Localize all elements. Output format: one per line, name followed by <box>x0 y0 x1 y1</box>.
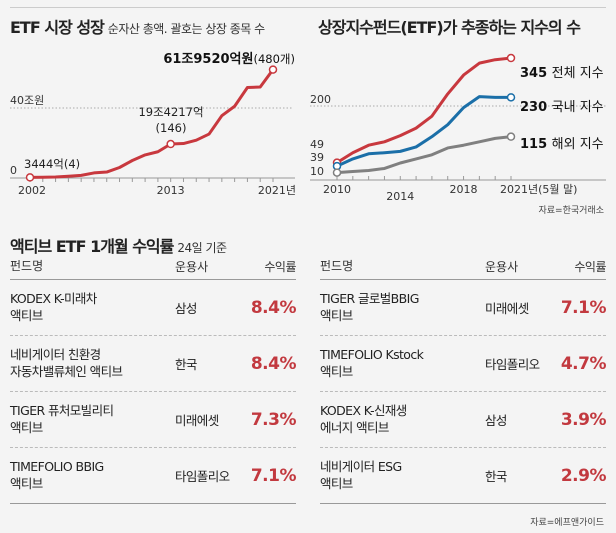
manager: 삼성 <box>485 413 507 428</box>
fund-name: KODEX K-미래차 액티브 <box>10 291 175 325</box>
return-value: 4.7% <box>560 353 607 374</box>
fund-name: TIMEFOLIO Kstock 액티브 <box>320 347 485 381</box>
table-source: 자료=에프앤가이드 <box>530 518 604 528</box>
series-end-label: 230 국내 지수 <box>520 100 604 115</box>
fund-name-line2: 액티브 <box>10 475 43 491</box>
return-value: 7.3% <box>250 409 297 430</box>
series-line-1 <box>336 95 511 168</box>
right-returns-table: 펀드명 운용사 수익률 TIGER 글로벌BBIG 액티브 미래에셋 7.1% TIME… <box>320 253 607 504</box>
return-value: 7.1% <box>560 297 607 318</box>
fund-name: 네비게이터 ESG 액티브 <box>320 459 485 493</box>
return-value: 8.4% <box>250 353 297 374</box>
left-chart-subtitle: 순자산 총액. 괄호는 상장 종목 수 <box>107 22 265 36</box>
header-return: 수익률 <box>264 259 296 274</box>
fund-name: TIMEFOLIO BBIG 액티브 <box>10 459 175 493</box>
fund-name-line2: 액티브 <box>10 419 43 435</box>
series-line-0 <box>336 56 512 164</box>
left-chart-title: ETF 시장 성장 순자산 총액. 괄호는 상장 종목 수 <box>10 18 265 37</box>
table-row: KODEX K-신재생 에너지 액티브 삼성 3.9% <box>320 392 607 448</box>
fund-name-line1: KODEX K-미래차 <box>10 290 97 306</box>
fund-name: KODEX K-신재생 에너지 액티브 <box>320 403 485 437</box>
x-tick-label: 2002 <box>18 184 46 197</box>
table-header: 펀드명 운용사 수익률 <box>320 253 607 280</box>
fund-name-line2: 자동차밸류체인 액티브 <box>10 363 123 379</box>
fund-name: TIGER 글로벌BBIG 액티브 <box>320 291 485 325</box>
table-subtitle: 24일 기준 <box>177 241 227 255</box>
data-point <box>25 173 35 182</box>
series-end-label: 115 해외 지수 <box>520 137 604 152</box>
manager: 타임폴리오 <box>175 469 230 484</box>
series-end-label: 345 전체 지수 <box>520 66 604 81</box>
fund-name-line2: 액티브 <box>320 363 353 379</box>
table-row: 네비게이터 친환경 자동차밸류체인 액티브 한국 8.4% <box>10 336 297 392</box>
fund-name-line2: 에너지 액티브 <box>320 419 389 435</box>
fund-name-line2: 액티브 <box>320 307 353 323</box>
manager: 한국 <box>485 469 507 484</box>
data-point <box>506 132 516 141</box>
x-tick-label: 2010 <box>323 183 351 196</box>
manager: 미래에셋 <box>485 301 529 316</box>
annotation-2002: 3444억(4) <box>24 157 80 171</box>
fund-name-line1: 네비게이터 친환경 <box>10 346 101 362</box>
manager: 타임폴리오 <box>485 357 540 372</box>
data-point <box>166 139 175 149</box>
fund-name-line1: TIMEFOLIO BBIG <box>10 458 104 474</box>
x-tick-label: 2021년(5월 말) <box>500 183 577 196</box>
table-row: TIGER 글로벌BBIG 액티브 미래에셋 7.1% <box>320 280 607 336</box>
header-fund: 펀드명 <box>10 258 44 273</box>
right-chart-title: 상장지수펀드(ETF)가 추종하는 지수의 수 <box>318 18 581 37</box>
return-value: 8.4% <box>250 297 297 318</box>
table-row: KODEX K-미래차 액티브 삼성 8.4% <box>10 280 297 336</box>
table-row: TIMEFOLIO BBIG 액티브 타임폴리오 7.1% <box>10 448 297 504</box>
table-row: 네비게이터 ESG 액티브 한국 2.9% <box>320 448 607 504</box>
annotation-2013: 19조4217억 <box>138 105 203 119</box>
fund-name-line2: 액티브 <box>10 307 43 323</box>
x-tick-label: 2021년 <box>258 184 296 197</box>
header-return: 수익률 <box>574 259 606 274</box>
data-point <box>506 93 516 102</box>
x-tick-label: 2014 <box>386 190 414 203</box>
manager: 한국 <box>175 357 197 372</box>
y-tick-label: 39 <box>310 151 324 164</box>
return-value: 3.9% <box>560 409 607 430</box>
header-manager: 운용사 <box>485 259 519 274</box>
y-tick-label: 40조원 <box>10 94 44 107</box>
header-manager: 운용사 <box>175 259 209 274</box>
data-point <box>332 168 342 177</box>
table-header: 펀드명 운용사 수익률 <box>10 253 297 280</box>
return-value: 7.1% <box>250 465 297 486</box>
data-point <box>268 65 278 74</box>
header-fund: 펀드명 <box>320 258 354 273</box>
fund-name: 네비게이터 친환경 자동차밸류체인 액티브 <box>10 347 175 381</box>
manager: 미래에셋 <box>175 413 219 428</box>
fund-name-line2: 액티브 <box>320 475 353 491</box>
x-tick-label: 2018 <box>450 183 478 196</box>
fund-name-line1: TIGER 퓨처모빌리티 <box>10 402 114 418</box>
left-returns-table: 펀드명 운용사 수익률 KODEX K-미래차 액티브 삼성 8.4% 네비게이터 친환… <box>10 253 297 504</box>
fund-name-line1: TIMEFOLIO Kstock <box>320 346 424 362</box>
fund-name-line1: KODEX K-신재생 <box>320 402 407 418</box>
y-tick-label: 49 <box>310 138 324 151</box>
table-row: TIGER 퓨처모빌리티 액티브 미래에셋 7.3% <box>10 392 297 448</box>
top-divider <box>10 7 606 8</box>
table-row: TIMEFOLIO Kstock 액티브 타임폴리오 4.7% <box>320 336 607 392</box>
annotation-2013-count: (146) <box>156 121 187 135</box>
annotation-2021: 61조9520억원(480개) <box>163 52 295 67</box>
fund-name: TIGER 퓨처모빌리티 액티브 <box>10 403 175 437</box>
series-line-net-assets <box>29 68 275 179</box>
series-line-2 <box>336 135 512 175</box>
fund-name-line1: 네비게이터 ESG <box>320 458 402 474</box>
y-tick-label: 0 <box>10 164 17 177</box>
y-tick-label: 200 <box>310 93 331 106</box>
return-value: 2.9% <box>560 465 607 486</box>
data-point <box>506 53 516 63</box>
x-tick-label: 2013 <box>157 184 185 197</box>
y-tick-label: 10 <box>310 165 324 178</box>
table-title: 액티브 ETF 1개월 수익률 24일 기준 <box>10 237 227 256</box>
manager: 삼성 <box>175 301 197 316</box>
right-chart-source: 자료=한국거래소 <box>538 206 604 216</box>
fund-name-line1: TIGER 글로벌BBIG <box>320 290 419 306</box>
